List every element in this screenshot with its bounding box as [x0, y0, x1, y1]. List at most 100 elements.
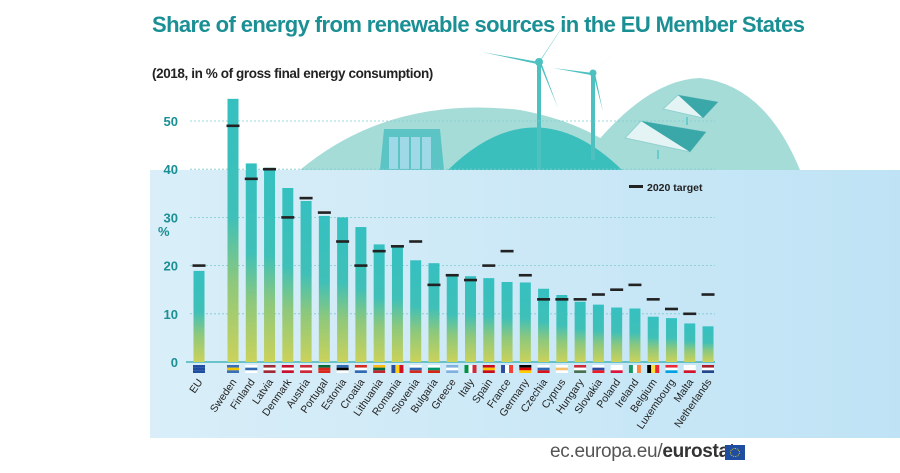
flag-stripe: [446, 370, 459, 373]
bar-finland: [245, 163, 257, 362]
target-marker-denmark: [281, 216, 295, 219]
flag-lv-icon: [263, 365, 276, 373]
flag-stripe: [683, 370, 696, 373]
flag-stripe: [555, 367, 568, 371]
bar-netherlands: [702, 326, 714, 362]
flag-si-icon: [409, 365, 422, 373]
flag-sk-icon: [592, 365, 605, 373]
flag-stripe: [281, 365, 294, 368]
flag-stripe: [468, 365, 473, 373]
flag-stripe: [592, 367, 605, 371]
flag-stripe: [300, 367, 313, 371]
chart-subtitle: (2018, in % of gross final energy consum…: [152, 66, 433, 81]
chart-title-line: Share of energy from renewable sources i…: [152, 12, 805, 37]
flag-stripe: [318, 365, 331, 368]
flag-stripe: [647, 365, 652, 373]
flag-stripe: [482, 365, 495, 368]
target-marker-sweden: [226, 124, 240, 128]
flag-stripe: [336, 370, 349, 373]
flag-stripe: [665, 365, 678, 368]
target-marker-romania: [390, 245, 404, 248]
flag-stripe: [574, 367, 587, 371]
bar-latvia: [264, 167, 276, 362]
target-marker-estonia: [336, 240, 350, 243]
flag-stripe: [193, 367, 205, 371]
flag-bg-icon: [427, 365, 440, 373]
target-marker-belgium: [646, 298, 660, 301]
flag-stripe: [446, 365, 459, 368]
target-marker-france: [500, 249, 514, 253]
bar-austria: [300, 201, 312, 362]
bar-malta: [684, 323, 696, 362]
flag-nl-icon: [702, 365, 715, 373]
flag-stripe: [399, 365, 404, 373]
flag-stripe: [636, 365, 641, 373]
legend: 2020 target: [629, 182, 703, 194]
flag-mt-icon: [683, 365, 696, 373]
flag-stripe: [574, 365, 587, 368]
flag-stripe: [509, 365, 514, 373]
bar-slovakia: [592, 304, 604, 362]
target-marker-lithuania: [372, 249, 386, 253]
flag-stripe: [300, 370, 313, 373]
flag-stripe: [336, 367, 349, 371]
bar-eu: [193, 270, 205, 362]
flag-stripe: [373, 365, 386, 368]
flag-stripe: [373, 367, 386, 371]
solar-panel-icon: [624, 120, 707, 159]
flag-ro-icon: [391, 365, 404, 373]
flag-stripe: [537, 370, 550, 373]
bar-france: [501, 281, 513, 362]
target-marker-slovenia: [409, 240, 423, 243]
target-marker-cyprus: [555, 298, 569, 301]
flag-lt-icon: [373, 365, 386, 373]
bar-italy: [465, 276, 477, 362]
flag-stripe: [472, 365, 477, 373]
wind-turbine-icon: [553, 42, 625, 160]
y-tick-label: 20: [164, 259, 178, 274]
flag-stripe: [519, 365, 532, 368]
bar-cyprus: [556, 295, 568, 362]
bar-ireland: [629, 308, 641, 362]
flag-stripe: [628, 365, 633, 373]
flag-stripe: [227, 370, 239, 373]
y-axis-label: %: [158, 224, 170, 239]
flag-stripe: [281, 370, 294, 373]
target-marker-ireland: [628, 283, 642, 287]
flag-stripe: [651, 365, 656, 373]
dam-icon: [380, 129, 444, 170]
target-marker-eu: [192, 264, 206, 267]
flag-se-icon: [227, 365, 239, 373]
flag-lu-icon: [665, 365, 678, 373]
flag-stripe: [336, 365, 349, 368]
source-footer: ec.europa.eu/eurostat: [550, 441, 735, 463]
flag-cy-icon: [555, 365, 568, 373]
flag-stripe: [702, 370, 715, 373]
bar-lithuania: [373, 244, 385, 362]
flag-stripe: [592, 370, 605, 373]
flag-stripe: [245, 367, 258, 371]
flag-stripe: [354, 367, 367, 371]
bar-portugal: [318, 215, 330, 362]
target-marker-finland: [244, 177, 258, 181]
target-marker-croatia: [354, 264, 368, 267]
flag-stripe: [574, 370, 587, 373]
flag-stripe: [519, 370, 532, 373]
flag-stripe: [702, 365, 715, 368]
flag-stripe: [501, 365, 506, 373]
target-marker-italy: [464, 278, 478, 282]
source-brand: eurostat: [662, 441, 735, 462]
flag-stripe: [537, 365, 550, 368]
flag-ie-icon: [628, 365, 641, 373]
target-marker-bulgaria: [427, 283, 441, 287]
flag-stripe: [409, 367, 422, 371]
bar-luxembourg: [665, 318, 677, 362]
flag-stripe: [519, 367, 532, 371]
target-marker-netherlands: [701, 293, 715, 296]
source-url: ec.europa.eu/: [550, 441, 663, 462]
flag-stripe: [632, 365, 637, 373]
flag-stripe: [683, 367, 696, 371]
bar-spain: [483, 278, 495, 362]
flag-stripe: [227, 365, 239, 368]
flag-stripe: [373, 370, 386, 373]
